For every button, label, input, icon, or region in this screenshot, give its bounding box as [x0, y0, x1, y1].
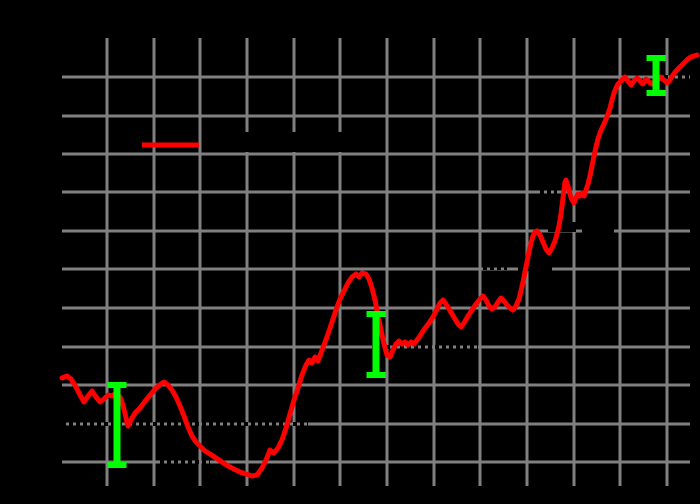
label-occlusion-mask: [582, 224, 614, 234]
error-bar-cap-bottom: [107, 462, 127, 468]
error-bar-cap-top: [646, 55, 666, 61]
error-bar-cap-top: [107, 382, 127, 388]
label-occlusion-mask: [203, 132, 359, 152]
error-bar-cap-top: [366, 311, 386, 317]
error-bar-cap-bottom: [366, 372, 386, 378]
error-bar-cap-bottom: [646, 90, 666, 96]
label-occlusion-mask: [548, 222, 576, 232]
error-bar-stem: [372, 314, 380, 375]
error-bar-stem: [113, 385, 121, 465]
error-bar-stem: [652, 58, 660, 93]
red-data-line: [59, 52, 700, 479]
